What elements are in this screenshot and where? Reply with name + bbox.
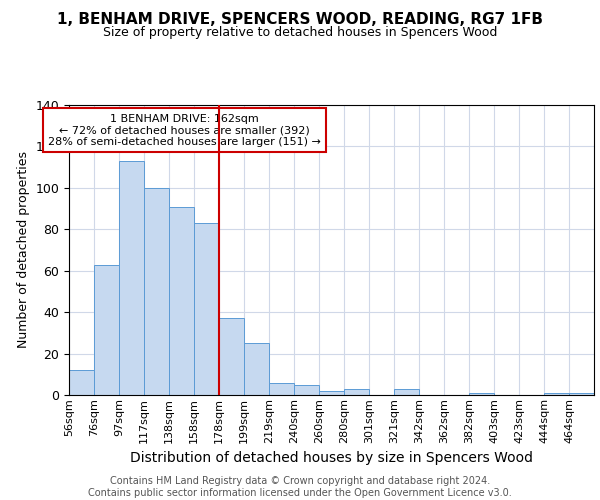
Bar — [319, 391, 344, 395]
Bar — [469, 393, 494, 395]
Bar — [119, 161, 144, 395]
Bar — [169, 206, 194, 395]
Bar — [344, 389, 369, 395]
Bar — [294, 384, 319, 395]
Text: Contains HM Land Registry data © Crown copyright and database right 2024.
Contai: Contains HM Land Registry data © Crown c… — [88, 476, 512, 498]
Text: 1, BENHAM DRIVE, SPENCERS WOOD, READING, RG7 1FB: 1, BENHAM DRIVE, SPENCERS WOOD, READING,… — [57, 12, 543, 28]
Text: 1 BENHAM DRIVE: 162sqm
← 72% of detached houses are smaller (392)
28% of semi-de: 1 BENHAM DRIVE: 162sqm ← 72% of detached… — [48, 114, 321, 147]
Bar — [569, 393, 594, 395]
X-axis label: Distribution of detached houses by size in Spencers Wood: Distribution of detached houses by size … — [130, 451, 533, 465]
Bar — [69, 370, 94, 395]
Bar — [94, 264, 119, 395]
Bar — [244, 343, 269, 395]
Bar — [394, 389, 419, 395]
Bar — [194, 223, 219, 395]
Bar — [144, 188, 169, 395]
Bar — [269, 382, 294, 395]
Bar — [544, 393, 569, 395]
Y-axis label: Number of detached properties: Number of detached properties — [17, 152, 30, 348]
Bar — [219, 318, 244, 395]
Text: Size of property relative to detached houses in Spencers Wood: Size of property relative to detached ho… — [103, 26, 497, 39]
